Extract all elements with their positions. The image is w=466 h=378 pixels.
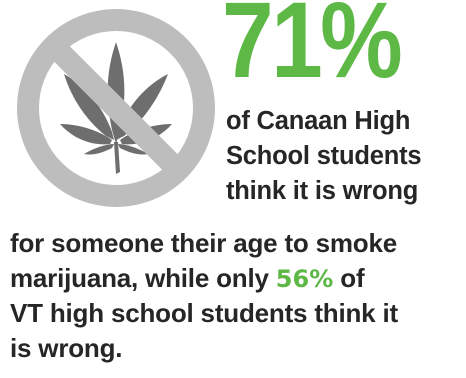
stat-56-percent: 56% [275,264,334,293]
body-text-line-3: VT high school students think it [10,298,398,328]
body-text: for someone their age to smoke marijuana… [10,226,462,365]
body-text-line-2: marijuana, while only 56% of [10,261,462,297]
no-marijuana-icon [17,9,215,207]
side-text-line-3: think it is wrong [226,177,419,205]
side-text-line-1: of Canaan High [226,107,411,135]
body-text-line-4: is wrong. [10,332,123,363]
body-text-line-2-start: marijuana, while only [10,262,269,293]
side-text: of Canaan High School students think it … [226,104,462,209]
body-text-line-1: for someone their age to smoke [10,228,397,258]
side-text-line-2: School students [226,142,422,170]
body-text-line-2-end: of [340,262,365,293]
stat-71-percent: 71% [222,0,403,100]
